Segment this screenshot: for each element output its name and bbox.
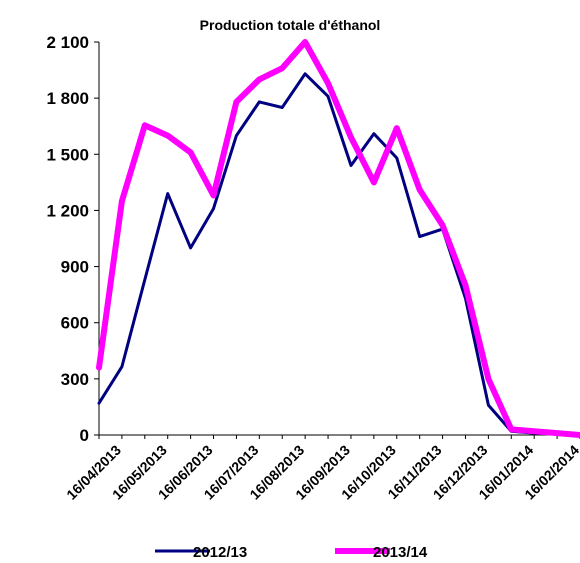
- y-tick-label: 0: [80, 426, 89, 445]
- y-tick-label: 1 200: [46, 201, 89, 220]
- series-line-2013-14: [96, 39, 580, 438]
- y-ticks: 2 100 1 800 1 500 1 200 900 600 300 0: [46, 33, 99, 445]
- y-tick-label: 300: [61, 370, 89, 389]
- x-ticks: 16/04/201316/05/201316/06/201316/07/2013…: [63, 435, 580, 503]
- chart-title: Production totale d'éthanol: [200, 17, 381, 33]
- legend-label-2013-14: 2013/14: [373, 544, 428, 561]
- y-tick-label: 1 800: [46, 89, 89, 108]
- y-tick-label: 600: [61, 314, 89, 333]
- legend-label-2012-13: 2012/13: [193, 544, 247, 561]
- series-lines: [96, 39, 580, 438]
- series-line-2012-13: [97, 72, 580, 437]
- legend: 2012/13 2013/14: [155, 544, 428, 561]
- y-tick-label: 1 500: [46, 145, 89, 164]
- y-tick-label: 900: [61, 258, 89, 277]
- y-tick-label: 2 100: [46, 33, 89, 52]
